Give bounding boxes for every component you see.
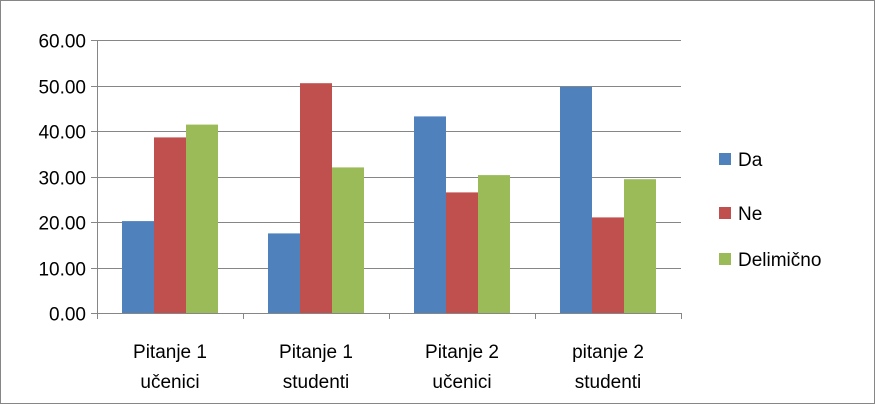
legend-swatch (719, 207, 731, 219)
y-tick-label: 50.00 (38, 78, 86, 99)
x-category-label: studenti (575, 372, 642, 393)
y-tick-label: 30.00 (38, 169, 86, 190)
x-category-label: učenici (432, 372, 491, 393)
bar-da-3 (414, 116, 446, 314)
bar-da-1 (122, 221, 154, 313)
bar-delimi-no-3 (478, 175, 510, 313)
bar-delimi-no-4 (624, 179, 656, 313)
y-tick-label: 20.00 (38, 214, 86, 235)
x-category-label: Pitanje 2 (425, 342, 499, 363)
bar-da-4 (560, 86, 592, 314)
bar-delimi-no-2 (332, 167, 364, 313)
y-tick-label: 10.00 (38, 260, 86, 281)
bar-da-2 (268, 233, 300, 313)
x-category-label: pitanje 2 (572, 342, 644, 363)
bar-ne-3 (446, 192, 478, 313)
legend-label: Ne (738, 204, 762, 225)
legend-label: Delimično (738, 250, 821, 271)
y-tick-label: 0.00 (49, 305, 86, 326)
legend-swatch (719, 253, 731, 265)
bar-ne-2 (300, 83, 332, 313)
x-axis: Pitanje 1 učenici Pitanje 1 studenti Pitanje… (97, 313, 682, 393)
bar-ne-1 (154, 137, 186, 313)
bars (122, 83, 656, 314)
bar-ne-4 (592, 217, 624, 313)
y-tick-label: 60.00 (38, 32, 86, 53)
x-category-label: studenti (283, 372, 350, 393)
x-category-label: Pitanje 1 (279, 342, 353, 363)
legend-swatch (719, 153, 731, 165)
x-category-label: učenici (140, 372, 199, 393)
y-axis: 0.00 10.00 20.00 30.00 40.00 50.00 60.00 (38, 32, 98, 326)
legend: Da Ne Delimično (719, 150, 821, 271)
x-category-label: Pitanje 1 (133, 342, 207, 363)
legend-label: Da (738, 150, 763, 171)
bar-delimi-no-1 (186, 124, 218, 313)
y-tick-label: 40.00 (38, 123, 86, 144)
